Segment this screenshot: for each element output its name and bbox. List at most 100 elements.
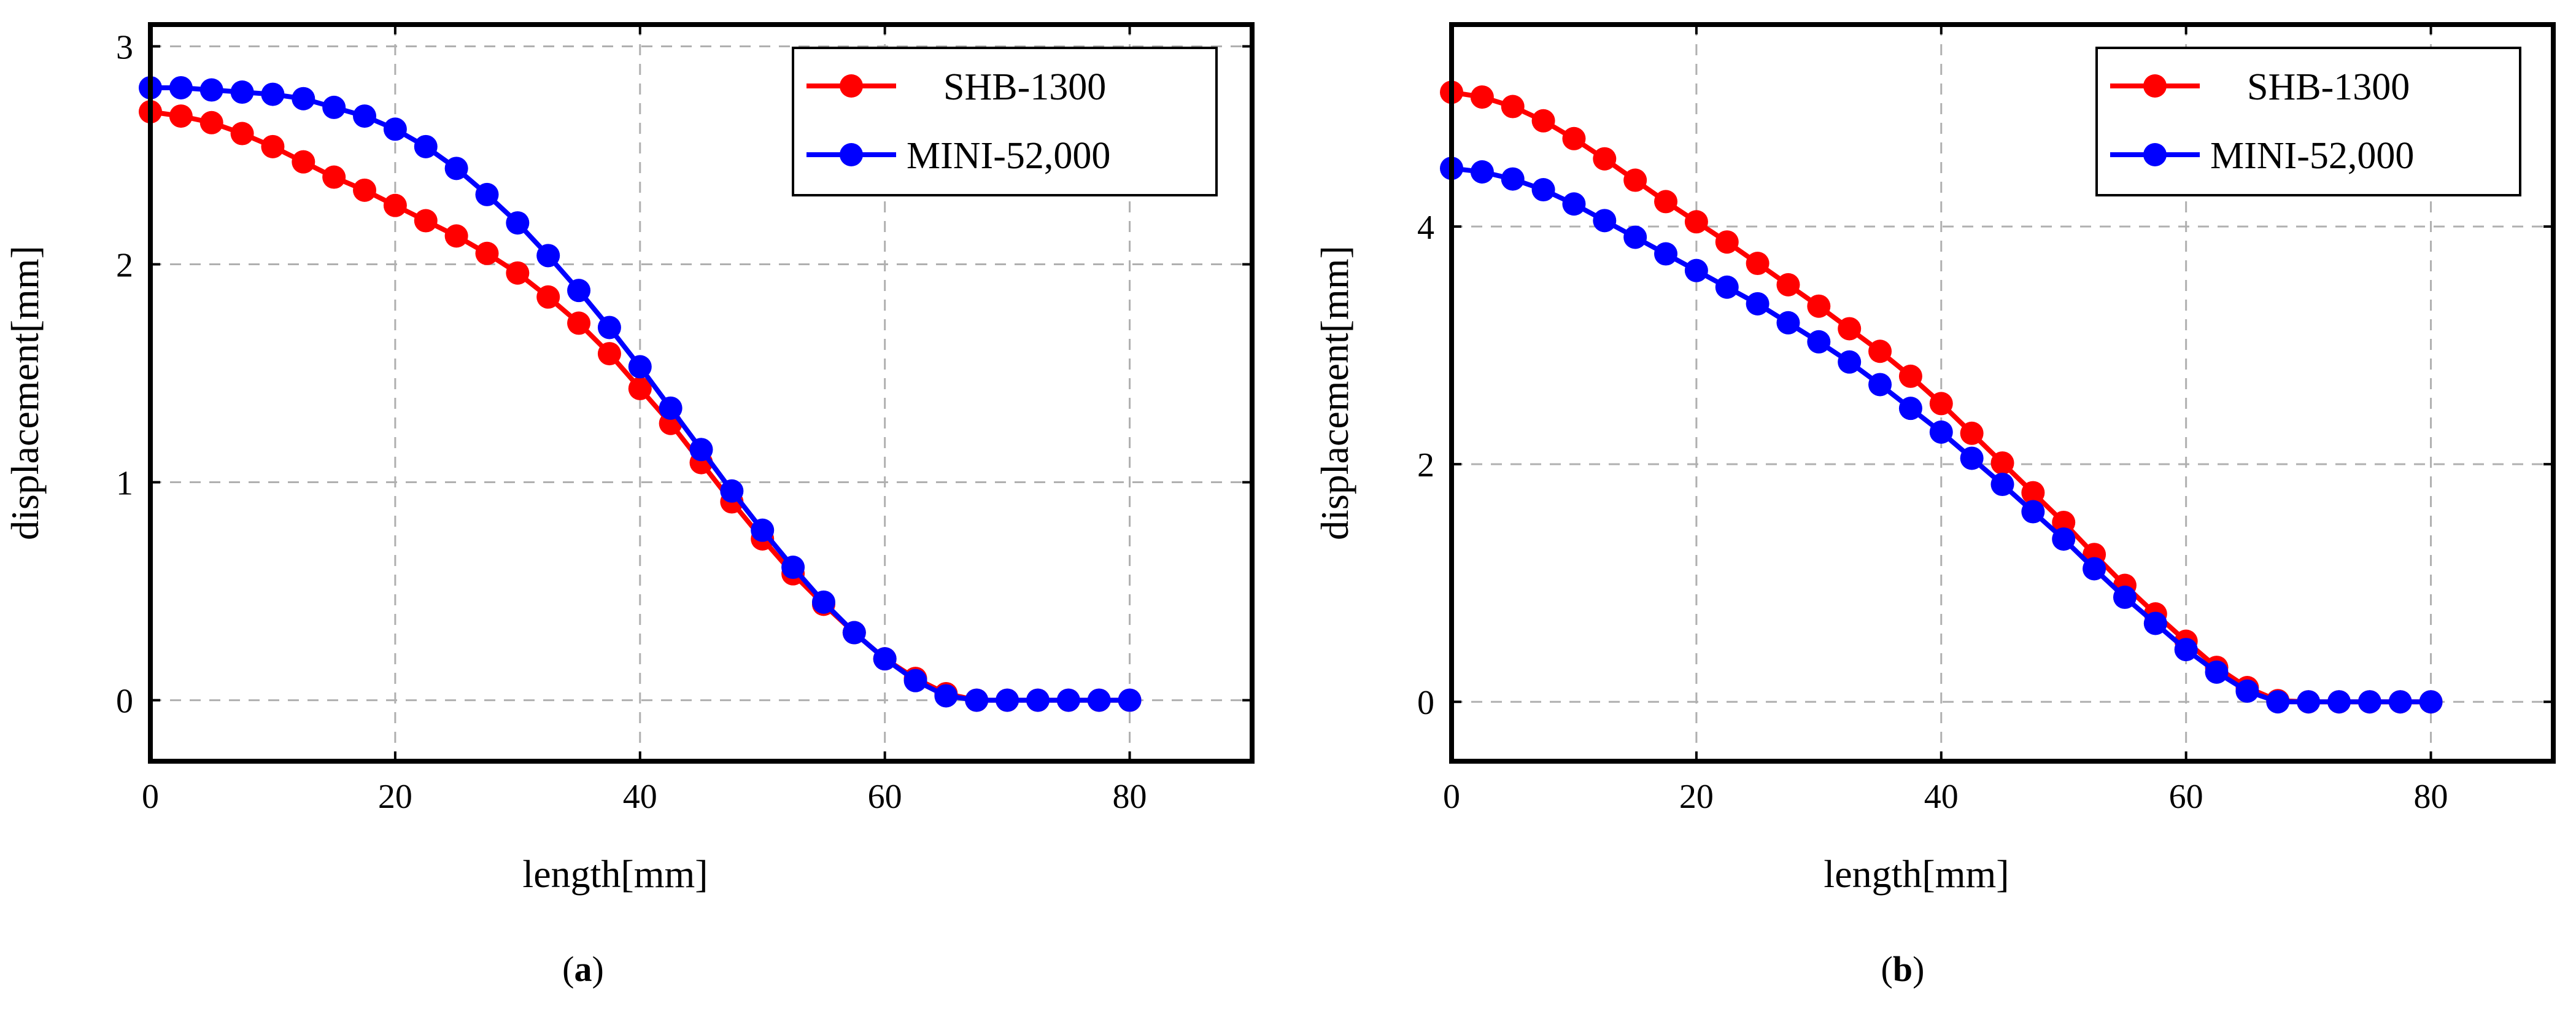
data-point-a-0-5 xyxy=(292,150,315,174)
data-point-a-1-7 xyxy=(353,104,377,128)
data-point-b-0-5 xyxy=(1593,147,1617,171)
data-point-b-1-15 xyxy=(1898,397,1922,421)
data-point-b-1-28 xyxy=(2297,690,2321,714)
data-point-b-0-17 xyxy=(1960,421,1984,445)
data-point-b-1-13 xyxy=(1838,350,1862,374)
legend-entry-mini-b: MINI-52,000 xyxy=(2110,135,2414,177)
ticks-a: 0 20 40 60 80 0 1 2 3 xyxy=(116,25,1252,816)
y-axis-label-a: displacement[mm] xyxy=(3,246,47,540)
data-point-b-1-18 xyxy=(1990,473,2014,497)
data-point-a-1-19 xyxy=(720,479,744,503)
data-point-a-1-14 xyxy=(567,279,591,303)
caption-letter-b: b xyxy=(1893,949,1913,989)
data-point-b-0-18 xyxy=(1990,451,2014,475)
data-point-a-1-23 xyxy=(842,621,866,645)
caption-a: (a) xyxy=(562,949,604,989)
data-point-b-1-2 xyxy=(1501,167,1525,191)
y-tick-label-a-3: 3 xyxy=(116,29,133,67)
data-point-a-1-1 xyxy=(169,76,193,99)
data-point-b-1-6 xyxy=(1623,225,1647,249)
plot-frame-b xyxy=(1449,22,2556,764)
legend-marker-mini-b xyxy=(2143,143,2167,166)
data-point-a-0-13 xyxy=(536,285,560,309)
data-point-a-1-11 xyxy=(475,182,499,206)
legend-box-b xyxy=(2095,47,2521,196)
data-point-b-1-19 xyxy=(2021,500,2045,524)
data-point-a-0-6 xyxy=(322,165,346,189)
data-point-a-1-29 xyxy=(1026,688,1050,712)
y-tick-label-a-1: 1 xyxy=(116,465,133,503)
data-point-a-1-25 xyxy=(903,669,927,692)
data-point-b-1-20 xyxy=(2052,527,2076,551)
x-tick-label-b-0: 0 xyxy=(1443,778,1460,816)
data-point-a-0-1 xyxy=(169,104,193,128)
caption-b: (b) xyxy=(1881,949,1925,989)
data-point-a-0-12 xyxy=(506,261,530,285)
x-tick-label-b-1: 20 xyxy=(1679,778,1714,816)
data-point-b-0-8 xyxy=(1684,210,1708,234)
chart-panel-a: 0 20 40 60 80 0 1 2 3 length[mm] displacement[mm… xyxy=(3,22,1255,989)
data-point-a-1-17 xyxy=(659,396,683,420)
data-point-b-0-13 xyxy=(1838,317,1862,341)
data-point-b-1-10 xyxy=(1746,292,1770,316)
data-point-a-0-8 xyxy=(383,193,407,217)
data-point-b-0-1 xyxy=(1470,85,1494,109)
x-tick-label-b-2: 40 xyxy=(1924,778,1959,816)
data-point-a-1-9 xyxy=(414,134,438,158)
data-point-a-0-3 xyxy=(230,122,254,145)
data-point-a-0-2 xyxy=(199,111,223,134)
data-point-b-0-10 xyxy=(1746,252,1770,276)
data-point-a-1-26 xyxy=(934,684,958,708)
data-point-a-0-9 xyxy=(414,209,438,233)
data-point-a-1-4 xyxy=(261,82,285,106)
series-layer-b xyxy=(1440,80,2443,714)
data-point-b-1-4 xyxy=(1562,192,1586,216)
data-point-b-1-9 xyxy=(1715,275,1739,299)
chart-panel-b: 0 20 40 60 80 0 2 4 length[mm] displacement[mm]… xyxy=(1313,22,2556,989)
data-point-a-1-16 xyxy=(628,355,652,379)
data-point-a-1-20 xyxy=(751,518,775,542)
legend-label-mini-b: MINI-52,000 xyxy=(2210,135,2414,177)
x-tick-label-a-3: 60 xyxy=(868,778,902,816)
data-point-b-0-20 xyxy=(2052,510,2076,534)
legend-box-a xyxy=(792,47,1218,196)
data-point-b-1-29 xyxy=(2327,690,2351,714)
data-point-a-1-27 xyxy=(965,688,989,712)
data-point-a-1-13 xyxy=(536,244,560,268)
y-axis-label-b: displacement[mm] xyxy=(1313,246,1356,540)
data-point-a-1-10 xyxy=(444,157,468,180)
data-point-b-0-12 xyxy=(1807,294,1831,318)
data-point-b-0-7 xyxy=(1654,190,1678,214)
data-point-b-0-2 xyxy=(1501,95,1525,118)
data-point-b-1-16 xyxy=(1929,420,1953,444)
y-tick-label-a-0: 0 xyxy=(116,683,133,721)
data-point-a-1-12 xyxy=(506,211,530,235)
x-tick-label-a-4: 80 xyxy=(1113,778,1147,816)
data-point-b-1-27 xyxy=(2266,690,2290,714)
x-tick-label-b-4: 80 xyxy=(2414,778,2448,816)
legend-marker-mini-a xyxy=(840,143,863,166)
series-b-1 xyxy=(1440,157,2443,714)
series-a-1 xyxy=(139,76,1142,712)
data-point-b-0-6 xyxy=(1623,168,1647,192)
data-point-b-0-4 xyxy=(1562,126,1586,150)
data-point-a-1-31 xyxy=(1087,688,1111,712)
data-point-b-1-26 xyxy=(2235,679,2259,703)
data-point-b-1-8 xyxy=(1684,258,1708,282)
data-point-a-1-18 xyxy=(689,438,713,462)
data-point-a-1-24 xyxy=(873,647,897,671)
data-point-a-1-32 xyxy=(1118,688,1142,712)
data-point-a-0-11 xyxy=(475,241,499,265)
legend-entry-mini-a: MINI-52,000 xyxy=(806,135,1110,177)
data-point-a-0-15 xyxy=(597,342,621,366)
data-point-a-1-21 xyxy=(781,556,805,580)
data-point-a-1-6 xyxy=(322,95,346,119)
data-point-a-0-10 xyxy=(444,224,468,248)
data-point-b-1-23 xyxy=(2143,611,2167,635)
legend-entry-shb-a: SHB-1300 xyxy=(806,66,1106,108)
data-point-b-1-1 xyxy=(1470,160,1494,184)
data-point-b-1-32 xyxy=(2419,690,2443,714)
data-point-b-1-22 xyxy=(2113,585,2137,609)
x-axis-label-a: length[mm] xyxy=(522,852,708,896)
